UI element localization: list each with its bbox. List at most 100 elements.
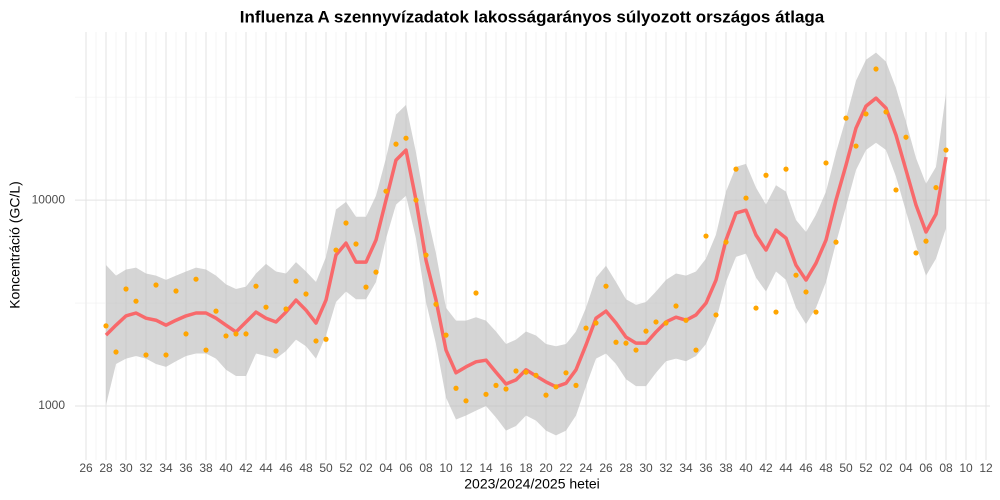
x-tick-label: 12 [979,461,993,475]
data-point [403,135,409,141]
data-point [693,347,699,353]
data-point [253,283,259,289]
data-point [223,333,229,339]
data-point [553,384,559,390]
x-tick-label: 14 [479,461,493,475]
data-point [473,290,479,296]
data-point [673,303,679,309]
data-point [533,372,539,378]
data-point [823,160,829,166]
x-tick-label: 04 [379,461,393,475]
data-point [733,166,739,172]
x-tick-label: 30 [119,461,133,475]
x-tick-label: 46 [799,461,813,475]
data-point [323,336,329,342]
data-point [283,306,289,312]
x-tick-label: 50 [839,461,853,475]
data-point [433,301,439,307]
data-point [333,247,339,253]
data-point [833,239,839,245]
data-point [773,309,779,315]
data-point [213,308,219,314]
data-point [843,115,849,121]
data-point [483,391,489,397]
data-point [683,317,689,323]
data-point [863,111,869,117]
data-point [603,283,609,289]
x-axis-title: 2023/2024/2025 hetei [464,476,599,492]
x-tick-label: 34 [679,461,693,475]
y-tick-label: 1000 [38,398,65,412]
data-point [903,134,909,140]
data-point [163,352,169,358]
x-tick-label: 38 [719,461,733,475]
x-tick-label: 44 [259,461,273,475]
data-point [293,278,299,284]
data-point [943,147,949,153]
data-point [663,320,669,326]
x-tick-label: 30 [639,461,653,475]
data-point [893,187,899,193]
data-point [583,325,589,331]
data-point [853,143,859,149]
data-point [373,269,379,275]
data-point [113,349,119,355]
data-point [383,188,389,194]
data-point [813,309,819,315]
data-point [933,184,939,191]
y-axis-title: Koncentráció (GC/L) [7,181,23,309]
data-point [243,331,249,337]
x-tick-label: 32 [139,461,153,475]
x-tick-label: 46 [279,461,293,475]
data-point [263,304,269,310]
x-tick-label: 26 [79,461,93,475]
data-point [343,220,349,226]
x-tick-label: 18 [519,461,533,475]
x-tick-label: 42 [239,461,253,475]
x-tick-label: 06 [399,461,413,475]
data-point [493,382,499,388]
data-point [743,195,749,201]
data-point [103,323,109,329]
x-tick-label: 40 [219,461,233,475]
x-tick-label: 28 [99,461,113,475]
data-point [753,305,759,311]
data-point [703,233,709,239]
data-point [443,332,449,338]
x-tick-label: 26 [599,461,613,475]
data-point [573,382,579,388]
data-point [513,368,519,374]
x-tick-label: 10 [439,461,453,475]
data-point [363,284,369,290]
data-point [543,392,549,398]
data-point [633,347,639,353]
data-point [803,289,809,295]
x-tick-label: 20 [539,461,553,475]
data-point [203,347,209,353]
x-tick-label: 16 [499,461,513,475]
data-point [143,352,149,358]
x-tick-label: 52 [859,461,873,475]
x-tick-label: 52 [339,461,353,475]
chart-title: Influenza A szennyvízadatok lakosságarán… [240,7,825,26]
data-point [763,172,769,178]
x-tick-label: 40 [739,461,753,475]
x-tick-label: 22 [559,461,573,475]
x-tick-label: 10 [959,461,973,475]
data-point [153,282,159,288]
x-tick-label: 02 [879,461,893,475]
x-tick-label: 06 [919,461,933,475]
data-point [183,331,189,337]
x-tick-label: 24 [579,461,593,475]
x-tick-label: 50 [319,461,333,475]
data-point [653,319,659,325]
x-tick-label: 36 [699,461,713,475]
y-tick-label: 10000 [32,192,66,206]
data-point [783,166,789,172]
data-point [883,109,889,115]
x-tick-label: 32 [659,461,673,475]
data-point [563,370,569,376]
x-tick-label: 48 [819,461,833,475]
data-point [923,238,929,244]
